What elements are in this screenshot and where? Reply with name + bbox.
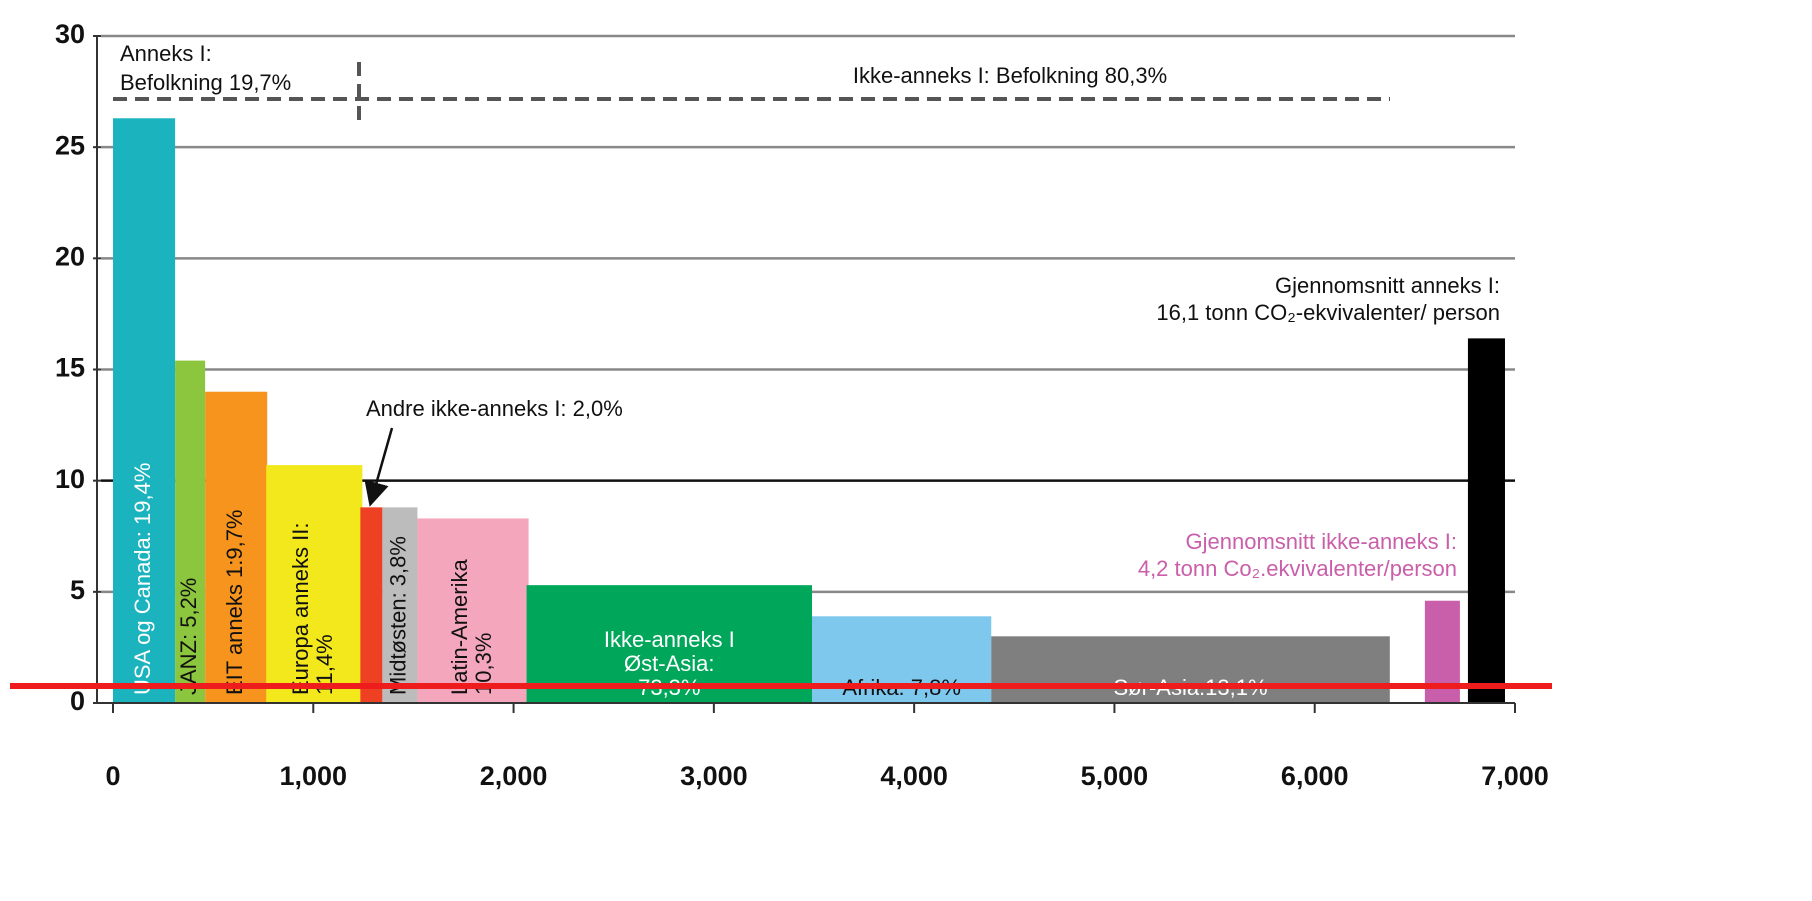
x-tick-label: 4,000 bbox=[880, 761, 948, 791]
y-tick-label: 5 bbox=[70, 575, 85, 605]
annotation: 4,2 tonn Co₂.ekvivalenter/person bbox=[1138, 556, 1457, 581]
bar-label: Midtøsten: 3,8% bbox=[386, 536, 411, 695]
bar bbox=[382, 507, 418, 703]
bar bbox=[266, 465, 363, 703]
x-tick-label: 2,000 bbox=[480, 761, 548, 791]
bar bbox=[991, 636, 1390, 703]
x-tick-label: 7,000 bbox=[1481, 761, 1549, 791]
bar-label: USA og Canada: 19,4% bbox=[130, 463, 155, 695]
annotation: Gjennomsnitt anneks I: bbox=[1275, 273, 1500, 298]
y-tick-label: 10 bbox=[55, 464, 85, 494]
bar-label: Europa anneks II: bbox=[288, 523, 313, 695]
x-tick-label: 0 bbox=[105, 761, 120, 791]
annotation: 16,1 tonn CO₂-ekvivalenter/ person bbox=[1156, 300, 1500, 325]
bar-label: Øst-Asia: bbox=[624, 651, 714, 676]
bar-label: Latin-Amerika bbox=[447, 559, 472, 695]
x-tick-label: 5,000 bbox=[1081, 761, 1149, 791]
x-tick-label: 3,000 bbox=[680, 761, 748, 791]
bar bbox=[175, 360, 206, 703]
axes: 0 5 10 15 20 25 30 0 1,000 2,000 3,000 4,000 5,000 6,… bbox=[55, 19, 1549, 791]
annotation: Ikke-anneks I: Befolkning 80,3% bbox=[853, 63, 1167, 88]
annotation: Befolkning 19,7% bbox=[120, 70, 291, 95]
annotation: Anneks I: bbox=[120, 41, 212, 66]
y-tick-label: 0 bbox=[70, 686, 85, 716]
x-tick-label: 6,000 bbox=[1281, 761, 1349, 791]
bar-label: EIT anneks 1:9,7% bbox=[222, 510, 247, 696]
bar-label: JANZ: 5,2% bbox=[176, 578, 201, 695]
y-tick-label: 30 bbox=[55, 19, 85, 49]
bar bbox=[113, 118, 176, 704]
bar bbox=[205, 391, 268, 703]
annotation: Gjennomsnitt ikke-anneks I: bbox=[1186, 529, 1457, 554]
bar bbox=[360, 507, 383, 703]
y-tick-label: 15 bbox=[55, 353, 85, 383]
bar-label: Ikke-anneks I bbox=[604, 627, 735, 652]
y-tick-label: 25 bbox=[55, 130, 85, 160]
x-tick-label: 1,000 bbox=[279, 761, 347, 791]
bar bbox=[417, 518, 529, 703]
bars bbox=[113, 118, 1505, 704]
annotation-arrow bbox=[364, 427, 394, 507]
y-tick-label: 20 bbox=[55, 241, 85, 271]
annotation: Andre ikke-anneks I: 2,0% bbox=[366, 396, 623, 421]
bar bbox=[1467, 338, 1505, 703]
